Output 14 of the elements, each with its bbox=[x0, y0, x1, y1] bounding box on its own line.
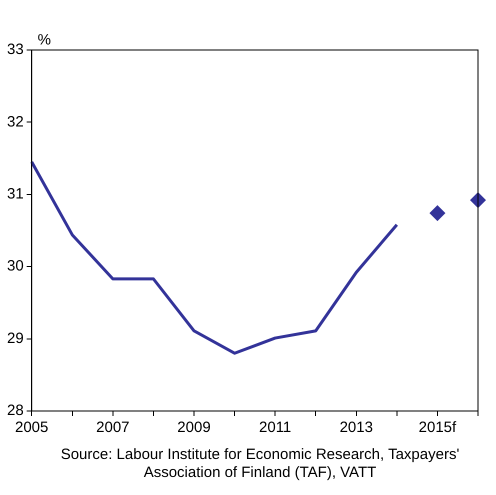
y-tick-label: 31 bbox=[6, 186, 24, 203]
x-tick-label: 2015f bbox=[418, 419, 458, 436]
y-tick-label: 28 bbox=[6, 402, 24, 420]
y-axis-title: % bbox=[38, 32, 52, 49]
x-tick-label: 2013 bbox=[340, 419, 373, 436]
y-tick-label: 33 bbox=[6, 41, 24, 58]
x-tick-label: 2009 bbox=[177, 419, 211, 436]
source-note: Source: Labour Institute for Economic Research, Taxpayers' Association of Finland (TAF), VATT bbox=[60, 446, 460, 482]
y-tick-label: 32 bbox=[6, 113, 24, 130]
x-tick-label: 2011 bbox=[258, 419, 292, 436]
y-tick-label: 29 bbox=[6, 330, 24, 347]
y-tick-label: 30 bbox=[6, 258, 24, 275]
x-tick-label: 2007 bbox=[96, 419, 130, 436]
x-tick-label: 2005 bbox=[14, 419, 48, 436]
